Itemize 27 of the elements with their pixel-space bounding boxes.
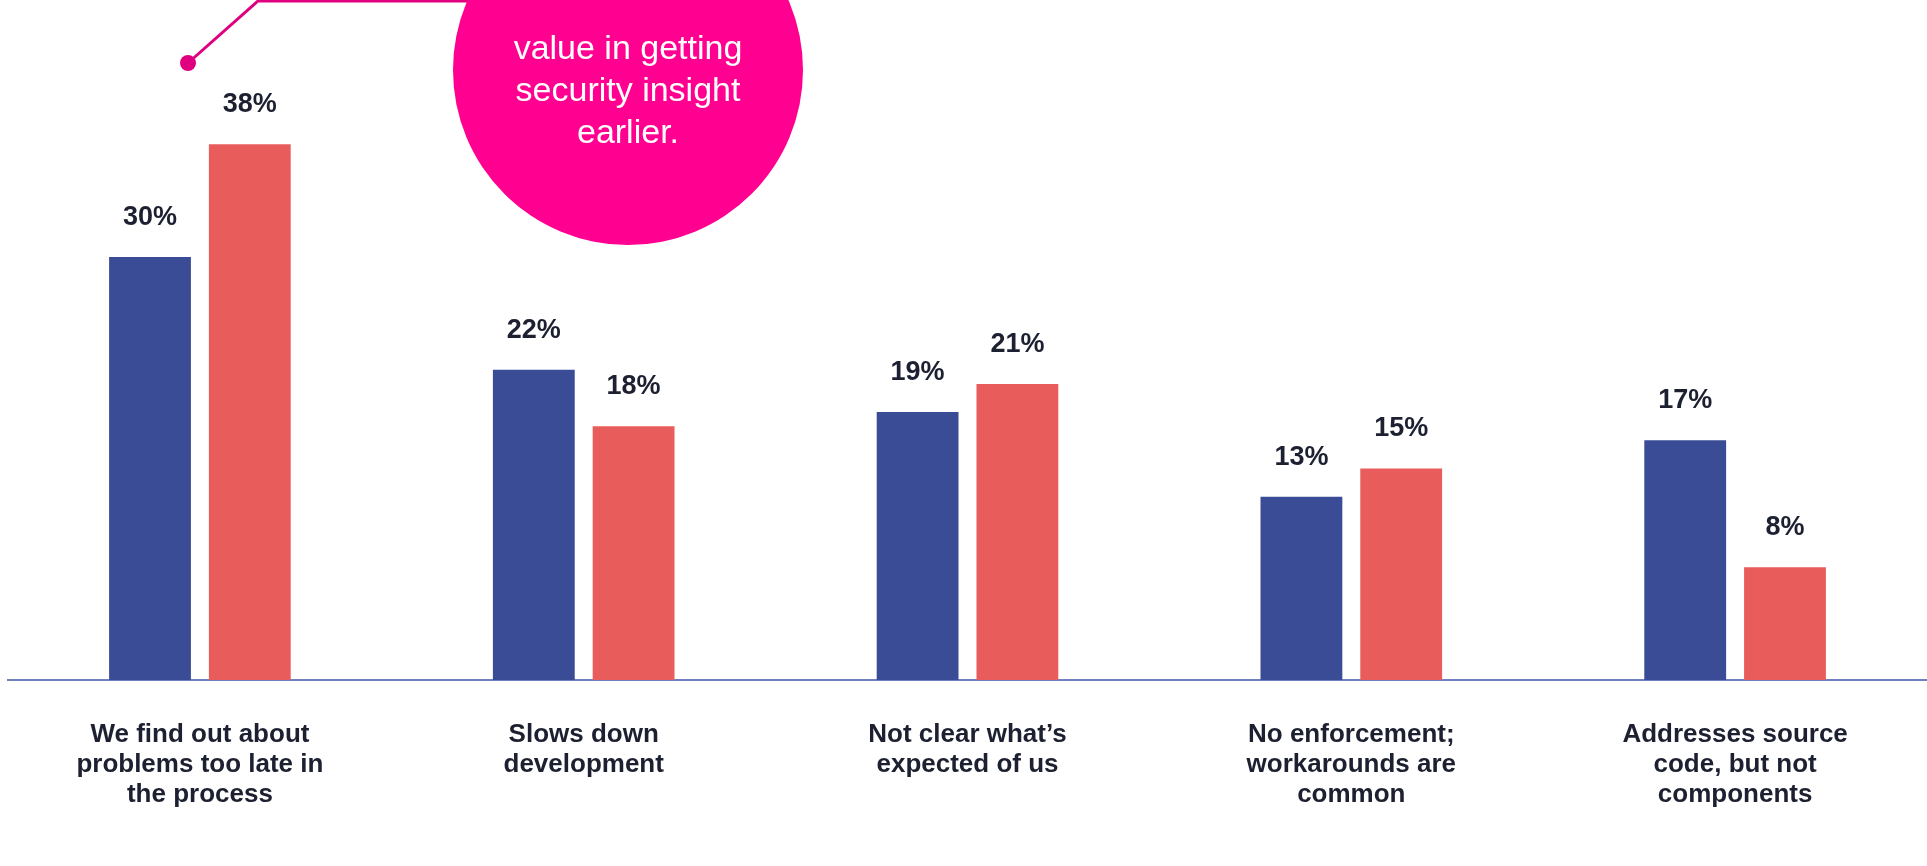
bar <box>592 426 675 680</box>
annotation: value in getting security insight earlier. <box>512 27 744 152</box>
bar <box>1744 567 1826 680</box>
data-label: 19% <box>890 356 945 387</box>
bar <box>492 369 575 680</box>
bar <box>976 383 1059 680</box>
x-tick-label: Slows down development <box>503 718 665 779</box>
data-label: 21% <box>990 327 1045 358</box>
x-tick-label: We find out about problems too late in the process <box>76 718 324 808</box>
data-label: 22% <box>506 313 561 344</box>
x-tick-label: Not clear what’s expected of us <box>868 718 1067 779</box>
bar <box>208 144 291 680</box>
bar <box>1360 468 1443 680</box>
bar <box>109 257 191 680</box>
data-label: 8% <box>1765 511 1805 542</box>
bar <box>876 412 959 680</box>
data-label: 15% <box>1374 412 1429 443</box>
x-tick-label: No enforcement; workarounds are common <box>1245 718 1457 808</box>
bar <box>1644 440 1727 680</box>
data-label: 17% <box>1658 384 1713 415</box>
bar <box>1260 496 1343 680</box>
data-label: 18% <box>606 370 661 401</box>
data-label: 38% <box>222 88 277 119</box>
data-label: 30% <box>122 200 178 231</box>
x-tick-label: Addresses source code, but not components <box>1622 718 1848 808</box>
data-label: 13% <box>1274 440 1329 471</box>
callout-bubble: value in getting security insight earlier. <box>453 0 803 245</box>
